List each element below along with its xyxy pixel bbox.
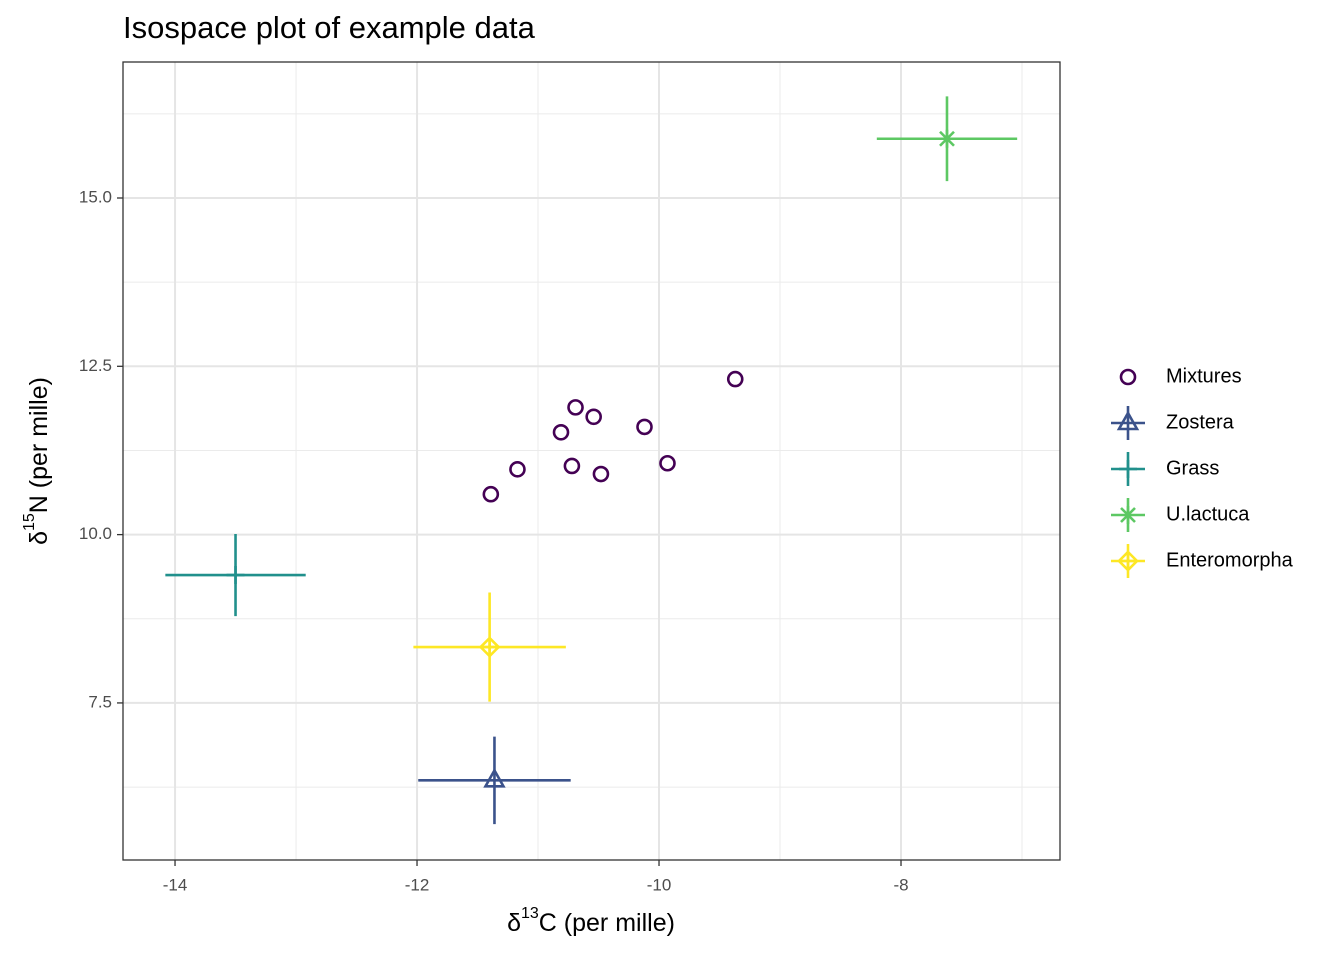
chart-title: Isospace plot of example data — [123, 10, 536, 45]
marker-circle — [585, 408, 602, 426]
marker-circle — [552, 423, 570, 441]
x-axis-sup: 13 — [521, 905, 539, 922]
marker-circle — [636, 418, 653, 436]
marker-circle — [567, 399, 584, 416]
point — [636, 418, 653, 436]
point — [552, 423, 570, 441]
point — [563, 457, 581, 475]
marker-circle — [482, 485, 500, 503]
point — [592, 465, 610, 483]
y-tick-label: 15.0 — [79, 187, 112, 206]
marker-circle — [592, 465, 610, 483]
plot-border — [122, 61, 1061, 861]
y-axis-symbol: δ — [25, 531, 53, 545]
legend-label: Enteromorpha — [1166, 549, 1294, 571]
marker-triangle — [483, 767, 506, 788]
x-tick-label: -14 — [163, 875, 188, 894]
y-tick-label: 10.0 — [79, 524, 112, 543]
legend-label: U.lactuca — [1166, 503, 1250, 525]
y-axis-title: δ15N (per mille) — [21, 377, 52, 545]
x-tick-label: -12 — [405, 875, 430, 894]
legend-item: Mixtures — [1119, 365, 1242, 387]
marker-triangle — [1116, 410, 1140, 431]
point — [478, 636, 501, 658]
legend-item: U.lactuca — [1111, 498, 1250, 532]
x-axis-symbol: δ — [507, 909, 521, 937]
legend-item: Enteromorpha — [1111, 544, 1294, 578]
legend-label: Grass — [1166, 457, 1219, 479]
x-axis-text: C (per mille) — [539, 909, 675, 937]
point — [939, 129, 955, 148]
y-tick-label: 7.5 — [88, 692, 112, 711]
point — [483, 767, 506, 788]
y-axis-sup: 15 — [21, 513, 38, 531]
marker-circle — [659, 454, 676, 472]
marker-circle — [726, 370, 744, 388]
legend-item: Grass — [1111, 452, 1219, 486]
x-tick-label: -8 — [893, 875, 908, 894]
point — [226, 566, 245, 585]
x-axis-title: δ13C (per mille) — [507, 905, 675, 936]
marker-circle — [563, 457, 581, 475]
legend-label: Mixtures — [1166, 365, 1242, 387]
point — [509, 461, 526, 478]
marker-circle — [1119, 368, 1137, 386]
point — [567, 399, 584, 416]
y-axis-text: N (per mille) — [25, 377, 53, 513]
point — [482, 485, 500, 503]
point — [659, 454, 676, 472]
legend-item: Zostera — [1111, 406, 1235, 440]
point — [726, 370, 744, 388]
x-tick-label: -10 — [647, 875, 672, 894]
point — [585, 408, 602, 426]
legend-label: Zostera — [1166, 411, 1235, 433]
marker-circle — [509, 461, 526, 478]
y-tick-label: 12.5 — [79, 356, 112, 375]
marker-diamond — [478, 636, 501, 658]
